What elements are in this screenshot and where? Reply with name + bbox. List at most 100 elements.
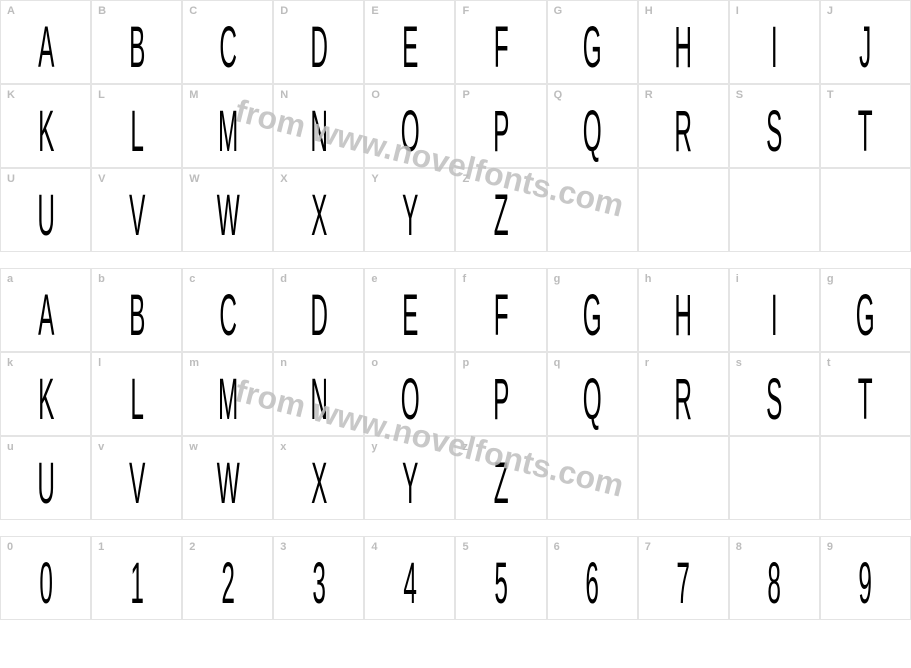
glyph-cell: uU xyxy=(0,436,91,520)
glyph-cell: mM xyxy=(182,352,273,436)
glyph-key-label: U xyxy=(7,173,15,185)
glyph-key-label: Z xyxy=(462,173,469,185)
glyph-key-label: e xyxy=(371,273,377,285)
glyph-cell: zZ xyxy=(455,436,546,520)
glyph-cell xyxy=(820,436,911,520)
glyph-cell: 22 xyxy=(182,536,273,620)
glyph-key-label: v xyxy=(98,441,104,453)
glyph-key-label: q xyxy=(554,357,561,369)
glyph-key-label: V xyxy=(98,173,105,185)
glyph-cell: nN xyxy=(273,352,364,436)
glyph-key-label: k xyxy=(7,357,13,369)
glyph-key-label: 2 xyxy=(189,541,195,553)
glyph-cell: hH xyxy=(638,268,729,352)
glyph-key-label: s xyxy=(736,357,742,369)
glyph-display: 8 xyxy=(768,555,781,613)
glyph-display: T xyxy=(858,103,872,161)
glyph-display: F xyxy=(494,19,508,77)
glyph-display: 6 xyxy=(586,555,599,613)
glyph-display: 2 xyxy=(221,555,234,613)
glyph-display: V xyxy=(129,187,145,245)
glyph-key-label: u xyxy=(7,441,14,453)
glyph-cell: SS xyxy=(729,84,820,168)
glyph-cell: yY xyxy=(364,436,455,520)
glyph-display: D xyxy=(310,287,327,345)
glyph-cell: 11 xyxy=(91,536,182,620)
glyph-key-label: c xyxy=(189,273,195,285)
glyph-key-label: B xyxy=(98,5,106,17)
glyph-cell: YY xyxy=(364,168,455,252)
glyph-key-label: O xyxy=(371,89,380,101)
glyph-cell: 66 xyxy=(547,536,638,620)
glyph-key-label: H xyxy=(645,5,653,17)
glyph-key-label: P xyxy=(462,89,469,101)
glyph-display: Q xyxy=(583,103,602,161)
glyph-key-label: g xyxy=(554,273,561,285)
glyph-cell xyxy=(638,436,729,520)
glyph-key-label: n xyxy=(280,357,287,369)
glyph-display: Y xyxy=(402,187,418,245)
glyph-cell: CC xyxy=(182,0,273,84)
glyph-key-label: I xyxy=(736,5,739,17)
glyph-key-label: h xyxy=(645,273,652,285)
glyph-display: 5 xyxy=(494,555,507,613)
glyph-key-label: S xyxy=(736,89,743,101)
glyph-key-label: d xyxy=(280,273,287,285)
glyph-display: Z xyxy=(494,187,508,245)
glyph-key-label: z xyxy=(462,441,468,453)
glyph-display: W xyxy=(216,455,239,513)
glyph-key-label: f xyxy=(462,273,466,285)
glyph-key-label: 3 xyxy=(280,541,286,553)
glyph-cell: qQ xyxy=(547,352,638,436)
glyph-display: M xyxy=(218,103,238,161)
glyph-cell: eE xyxy=(364,268,455,352)
glyph-cell: PP xyxy=(455,84,546,168)
row-gap xyxy=(0,520,911,536)
glyph-cell: GG xyxy=(547,0,638,84)
glyph-cell: vV xyxy=(91,436,182,520)
glyph-cell: aA xyxy=(0,268,91,352)
glyph-cell: DD xyxy=(273,0,364,84)
glyph-display: H xyxy=(675,19,692,77)
glyph-display: H xyxy=(675,287,692,345)
glyph-display: T xyxy=(858,371,872,429)
glyph-cell: tT xyxy=(820,352,911,436)
glyph-key-label: i xyxy=(736,273,739,285)
glyph-display: A xyxy=(38,287,54,345)
glyph-key-label: E xyxy=(371,5,378,17)
glyph-display: I xyxy=(771,19,777,77)
glyph-display: C xyxy=(219,19,236,77)
glyph-key-label: p xyxy=(462,357,469,369)
glyph-key-label: x xyxy=(280,441,286,453)
glyph-cell: 44 xyxy=(364,536,455,620)
glyph-cell: xX xyxy=(273,436,364,520)
glyph-display: C xyxy=(219,287,236,345)
glyph-cell: FF xyxy=(455,0,546,84)
glyph-display: D xyxy=(310,19,327,77)
glyph-cell: dD xyxy=(273,268,364,352)
glyph-cell: EE xyxy=(364,0,455,84)
glyph-key-label: y xyxy=(371,441,377,453)
glyph-display: S xyxy=(766,371,782,429)
glyph-display: 0 xyxy=(39,555,52,613)
glyph-display: Q xyxy=(583,371,602,429)
glyph-display: W xyxy=(216,187,239,245)
glyph-cell xyxy=(729,168,820,252)
glyph-cell: lL xyxy=(91,352,182,436)
glyph-display: L xyxy=(130,103,143,161)
glyph-cell: rR xyxy=(638,352,729,436)
glyph-cell: UU xyxy=(0,168,91,252)
glyph-key-label: 7 xyxy=(645,541,651,553)
glyph-key-label: g xyxy=(827,273,834,285)
glyph-display: X xyxy=(311,187,327,245)
glyph-key-label: 8 xyxy=(736,541,742,553)
glyph-display: O xyxy=(401,103,420,161)
glyph-key-label: 6 xyxy=(554,541,560,553)
glyph-key-label: t xyxy=(827,357,831,369)
glyph-display: F xyxy=(494,287,508,345)
glyph-display: K xyxy=(38,103,54,161)
glyph-cell: wW xyxy=(182,436,273,520)
glyph-cell xyxy=(820,168,911,252)
glyph-cell: gG xyxy=(820,268,911,352)
glyph-display: 4 xyxy=(403,555,416,613)
